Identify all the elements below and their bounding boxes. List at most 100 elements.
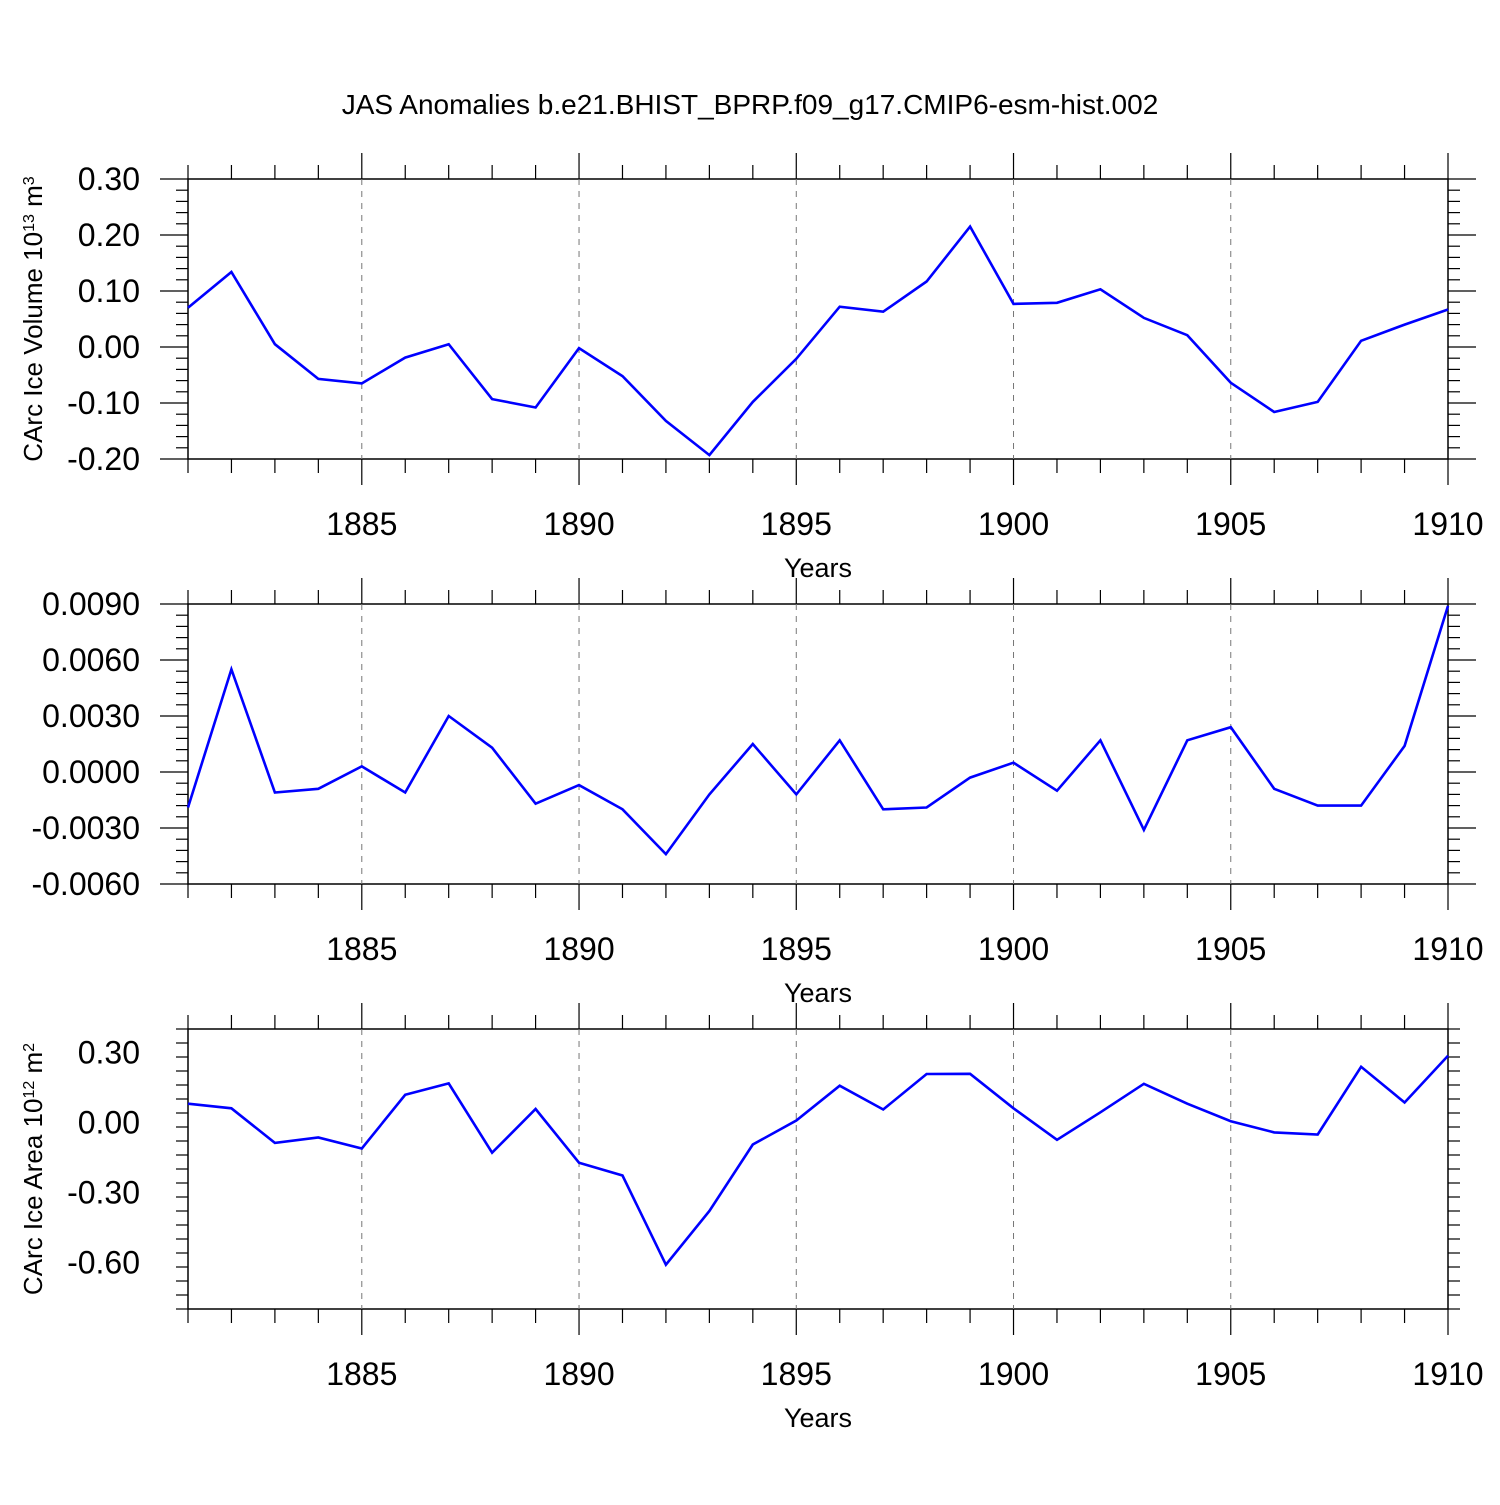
data-point [229,1106,233,1110]
y-tick-label: -0.20 [67,441,140,477]
y-axis-title: CArc Ice Area 1012 m2 [18,1043,48,1295]
data-point [1055,789,1059,793]
x-tick-label: 1890 [543,506,614,542]
data-point [403,1093,407,1097]
data-point [794,357,798,361]
data-point [838,738,842,742]
data-point [925,805,929,809]
data-point [620,807,624,811]
data-point [838,305,842,309]
x-tick-label: 1885 [326,931,397,967]
x-tick-label: 1905 [1195,931,1266,967]
data-point [1098,287,1102,291]
data-point [1142,316,1146,320]
data-point [534,802,538,806]
x-tick-label: 1895 [761,506,832,542]
data-point [229,667,233,671]
x-tick-label: 1910 [1412,1356,1483,1392]
data-point [925,279,929,283]
data-point [968,776,972,780]
x-tick-label: 1905 [1195,1356,1266,1392]
data-point [1316,804,1320,808]
data-point [1098,738,1102,742]
data-point [707,453,711,457]
plot-frame [187,603,1449,885]
x-tick-label: 1900 [978,931,1049,967]
data-point [447,714,451,718]
data-point [1142,828,1146,832]
y-axis-title-part: m [0,595,4,624]
data-point [707,1209,711,1213]
data-point [1229,1119,1233,1123]
data-point [1316,1132,1320,1136]
plot-frame [187,1028,1449,1310]
data-point [1446,1054,1450,1058]
series-line [187,224,1449,457]
data-point [1012,1106,1016,1110]
x-tick-label: 1895 [761,931,832,967]
data-point [1055,1138,1059,1142]
y-axis-title-part: CArc Ice Volume 10 [18,232,48,462]
chart-panel-2: -0.0060 -0.0030 0.0000 0.0030 0.0060 0.0090 18… [0,578,1484,1008]
data-point [664,419,668,423]
data-point [1403,1101,1407,1105]
data-point [273,791,277,795]
x-tick-label: 1890 [543,931,614,967]
data-point [881,310,885,314]
y-axis-title-part: CArc Snow Volume 10 [0,642,4,902]
data-point [1185,738,1189,742]
series-line [187,1054,1449,1268]
data-point [1012,302,1016,306]
data-point [273,342,277,346]
y-tick-label: -0.0030 [31,810,140,846]
data-point [490,397,494,401]
data-point [1403,323,1407,327]
series-line [186,605,1450,857]
data-point [1185,1102,1189,1106]
x-axis-title: Years [784,978,852,1008]
chart-panel-1: -0.20 -0.10 0.00 0.10 0.20 0.30 1885 1890 1895 19… [18,153,1484,583]
data-point [316,787,320,791]
x-tick-label: 1895 [761,1356,832,1392]
data-point [620,374,624,378]
x-tick-label: 1885 [326,506,397,542]
data-point [794,1118,798,1122]
chart-panel-3: -0.60 -0.30 0.00 0.30 1885 1890 1895 1900 1905 19… [18,1003,1484,1433]
x-tick-label: 1910 [1412,931,1483,967]
data-point [403,791,407,795]
y-tick-label: 0.0060 [42,642,140,678]
x-tick-label: 1900 [978,506,1049,542]
x-tick-label: 1890 [543,1356,614,1392]
data-point [1359,339,1363,343]
data-point [838,1084,842,1088]
y-tick-label: -0.0060 [31,866,140,902]
data-point [447,342,451,346]
y-tick-label: 0.0090 [42,586,140,622]
y-axis-title-superscript: 3 [21,176,38,185]
data-point [316,1136,320,1140]
data-point [1403,744,1407,748]
data-point [751,742,755,746]
y-tick-label: -0.60 [67,1244,140,1280]
data-point [577,783,581,787]
y-tick-label: 0.00 [78,329,140,365]
x-tick-label: 1900 [978,1356,1049,1392]
data-point [707,792,711,796]
data-point [229,270,233,274]
data-point [1359,1065,1363,1069]
data-point [490,746,494,750]
data-point [1012,761,1016,765]
data-point [1055,301,1059,305]
x-tick-label: 1885 [326,1356,397,1392]
data-point [881,807,885,811]
data-point [186,805,190,809]
data-point [186,1102,190,1106]
y-tick-label: 0.0000 [42,754,140,790]
data-point [316,377,320,381]
data-point [1142,1082,1146,1086]
y-axis-title-superscript: 12 [21,1081,38,1099]
data-point [1272,1130,1276,1134]
data-point [968,1072,972,1076]
